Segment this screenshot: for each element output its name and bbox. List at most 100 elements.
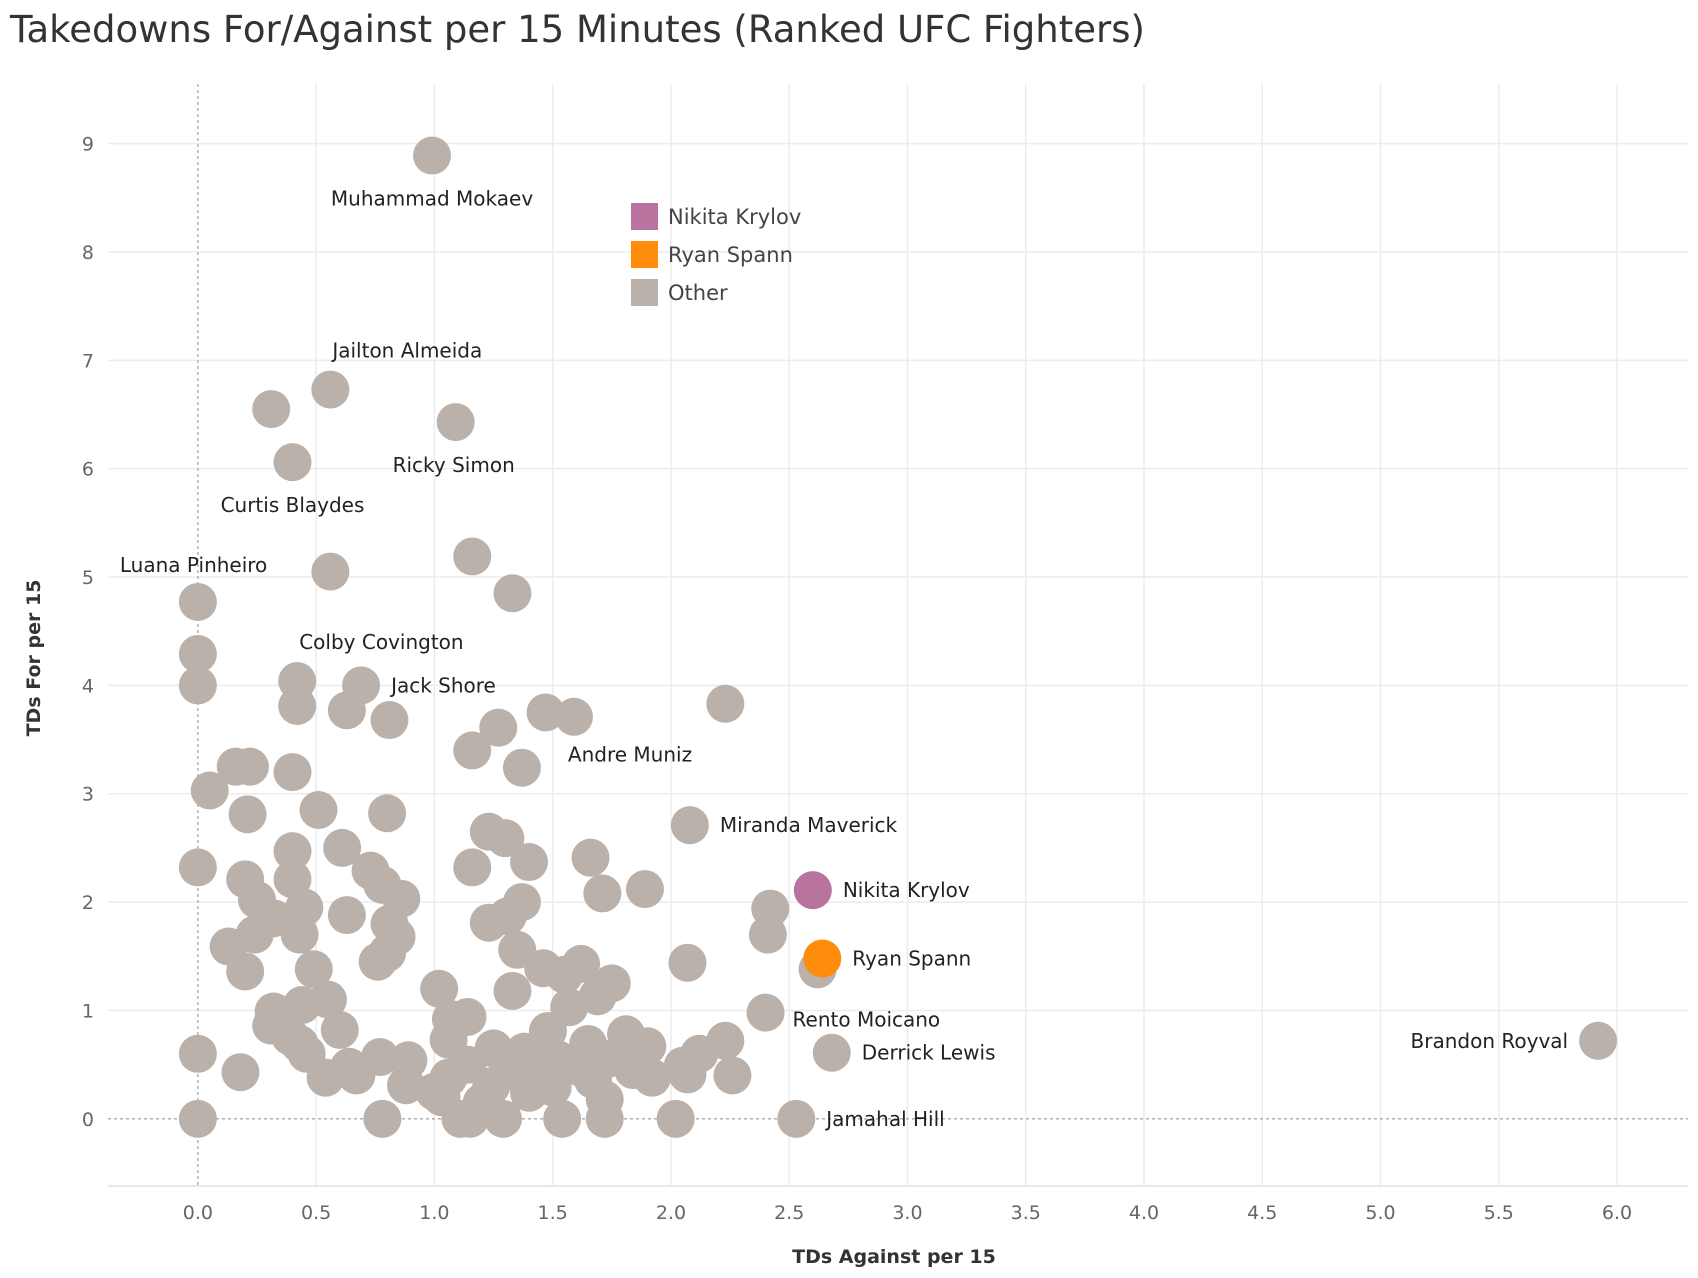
legend-label: Nikita Krylov [668, 205, 801, 229]
data-point [633, 1058, 672, 1097]
data-point [273, 753, 312, 792]
data-point [387, 1066, 426, 1105]
data-point [311, 552, 350, 591]
data-point [450, 1099, 489, 1138]
y-tick-label: 0 [82, 1109, 94, 1131]
data-point [337, 1056, 376, 1095]
x-tick-label: 4.5 [1247, 1202, 1277, 1224]
x-tick-label: 2.5 [774, 1202, 804, 1224]
data-point-highlighted [793, 871, 832, 910]
y-tick-label: 6 [82, 459, 94, 481]
y-tick-label: 5 [82, 567, 94, 589]
y-tick-label: 4 [82, 675, 94, 697]
point-label: Ryan Spann [852, 946, 971, 970]
point-label: Ricky Simon [393, 453, 515, 477]
data-point [327, 691, 366, 730]
x-axis-ticks: 0.0 0.5 1.0 1.5 2.0 2.5 3.0 3.5 4.0 4.5 5.0 5.5 6.0 [183, 1202, 1632, 1224]
data-point [294, 950, 333, 989]
data-point [493, 971, 532, 1010]
data-point [453, 731, 492, 770]
data-point [436, 403, 475, 442]
point-labels: Muhammad Mokaev Jailton Almeida Ricky Simo… [120, 187, 1568, 1131]
data-point [583, 874, 622, 913]
data-point [299, 790, 338, 829]
data-point [510, 843, 549, 882]
data-point [363, 1099, 402, 1138]
x-tick-label: 0.5 [301, 1202, 331, 1224]
data-point [278, 686, 317, 725]
y-tick-label: 1 [82, 1000, 94, 1022]
data-point [178, 848, 217, 887]
point-label: Jack Shore [389, 673, 496, 697]
data-point [554, 697, 593, 736]
point-label: Colby Covington [299, 630, 463, 654]
x-tick-label: 2.0 [656, 1202, 686, 1224]
y-tick-label: 9 [82, 134, 94, 156]
legend-label: Other [668, 281, 728, 305]
data-point-highlighted [803, 939, 842, 978]
point-label: Miranda Maverick [720, 813, 898, 837]
data-point [273, 832, 312, 871]
gridlines [108, 84, 1688, 1187]
point-label: Jailton Almeida [330, 339, 482, 363]
data-point [420, 969, 459, 1008]
legend-swatch [631, 279, 658, 306]
data-point [178, 666, 217, 705]
data-point [502, 748, 541, 787]
data-point [493, 574, 532, 613]
x-tick-label: 0.0 [183, 1202, 213, 1224]
point-label: Brandon Royval [1411, 1029, 1569, 1053]
data-point [226, 952, 265, 991]
data-point [190, 771, 229, 810]
data-point [748, 915, 787, 954]
data-point [178, 1034, 217, 1073]
data-point [486, 819, 525, 858]
legend-swatch [631, 241, 658, 268]
data-point [545, 955, 584, 994]
data-point [484, 1099, 522, 1138]
point-label: Andre Muniz [568, 743, 692, 767]
x-tick-label: 3.0 [892, 1202, 922, 1224]
data-point [358, 942, 397, 981]
data-point [668, 1055, 707, 1094]
data-point [178, 634, 217, 673]
data-point [221, 1053, 260, 1092]
zero-reference-lines [108, 84, 1688, 1186]
data-point [413, 136, 452, 175]
data-point [327, 896, 366, 935]
y-tick-label: 2 [82, 892, 94, 914]
point-label: Muhammad Mokaev [331, 187, 533, 211]
data-point [320, 1010, 359, 1049]
data-point [713, 1056, 752, 1095]
data-point [746, 993, 785, 1032]
x-tick-label: 6.0 [1602, 1202, 1632, 1224]
x-tick-label: 1.5 [538, 1202, 568, 1224]
data-point [706, 684, 745, 723]
data-point [311, 370, 350, 409]
data-point [510, 1073, 549, 1112]
chart-title: Takedowns For/Against per 15 Minutes (Ra… [10, 8, 1145, 51]
data-point [273, 443, 312, 482]
data-point [306, 1058, 345, 1097]
data-point [280, 915, 319, 954]
data-points [178, 136, 1618, 1138]
data-point [488, 897, 527, 936]
data-point [178, 582, 217, 621]
x-tick-label: 4.0 [1129, 1202, 1159, 1224]
data-point [228, 795, 267, 834]
data-point [656, 1099, 695, 1138]
point-label: Luana Pinheiro [120, 553, 267, 577]
point-label: Rento Moicano [793, 1008, 941, 1032]
point-label: Derrick Lewis [862, 1041, 996, 1065]
x-tick-label: 5.5 [1484, 1202, 1514, 1224]
point-label: Jamahal Hill [824, 1107, 944, 1131]
point-label: Curtis Blaydes [221, 493, 365, 517]
data-point [370, 701, 409, 740]
data-point [585, 1099, 624, 1138]
x-tick-label: 5.0 [1365, 1202, 1395, 1224]
data-point [812, 1033, 851, 1072]
data-point [526, 693, 565, 732]
y-tick-label: 3 [82, 784, 94, 806]
legend-swatch [631, 203, 658, 230]
data-point [230, 747, 269, 786]
